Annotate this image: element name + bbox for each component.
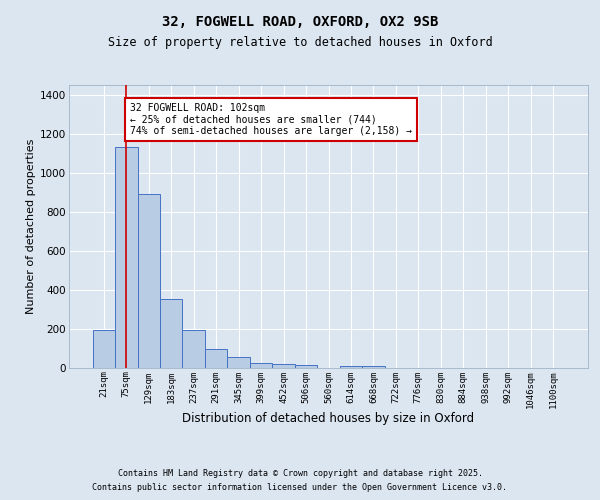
Bar xyxy=(137,194,160,368)
Text: Contains HM Land Registry data © Crown copyright and database right 2025.: Contains HM Land Registry data © Crown c… xyxy=(118,470,482,478)
Bar xyxy=(250,362,272,368)
Bar xyxy=(205,349,227,368)
Bar xyxy=(227,357,250,368)
Bar xyxy=(362,366,385,368)
Bar xyxy=(115,148,137,368)
Y-axis label: Number of detached properties: Number of detached properties xyxy=(26,138,36,314)
Bar xyxy=(160,300,182,368)
Bar xyxy=(295,365,317,368)
Bar xyxy=(182,330,205,368)
Text: 32 FOGWELL ROAD: 102sqm
← 25% of detached houses are smaller (744)
74% of semi-d: 32 FOGWELL ROAD: 102sqm ← 25% of detache… xyxy=(130,102,412,136)
Text: Size of property relative to detached houses in Oxford: Size of property relative to detached ho… xyxy=(107,36,493,49)
Text: 32, FOGWELL ROAD, OXFORD, OX2 9SB: 32, FOGWELL ROAD, OXFORD, OX2 9SB xyxy=(162,16,438,30)
Bar xyxy=(92,330,115,368)
Text: Contains public sector information licensed under the Open Government Licence v3: Contains public sector information licen… xyxy=(92,483,508,492)
Bar xyxy=(272,364,295,368)
Bar xyxy=(340,366,362,368)
X-axis label: Distribution of detached houses by size in Oxford: Distribution of detached houses by size … xyxy=(182,412,475,425)
